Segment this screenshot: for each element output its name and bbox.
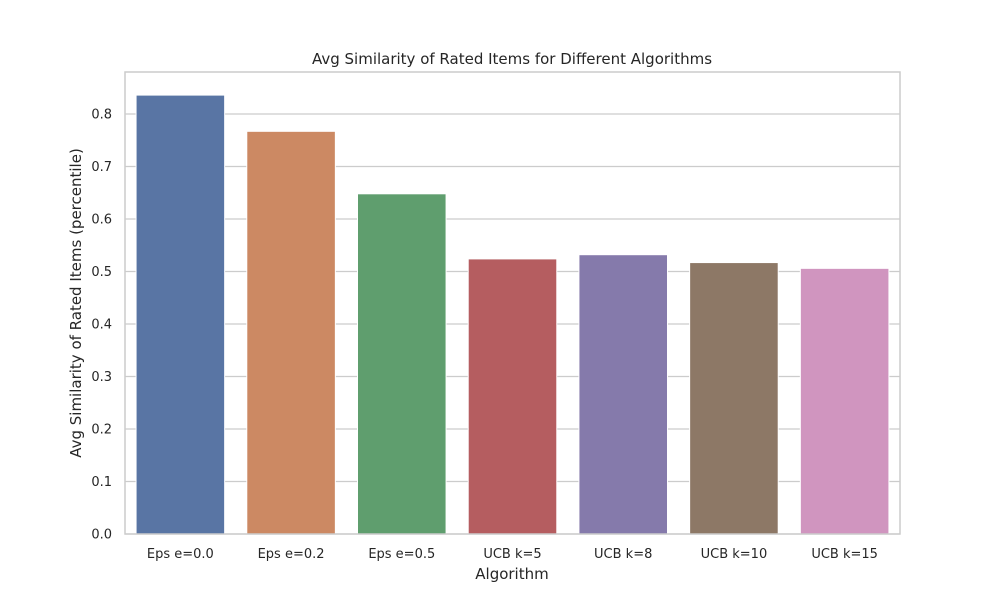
- y-tick-label: 0.8: [91, 108, 112, 123]
- x-tick-label: UCB k=8: [594, 547, 652, 562]
- x-tick-label: Eps e=0.0: [147, 547, 214, 562]
- y-tick-label: 0.2: [91, 423, 112, 438]
- y-tick-label: 0.5: [91, 265, 112, 280]
- y-tick-label: 0.7: [91, 160, 112, 175]
- bar: [799, 267, 890, 535]
- y-tick-label: 0.3: [91, 370, 112, 385]
- y-tick-label: 0.0: [91, 528, 112, 543]
- bar: [135, 94, 226, 535]
- bar: [467, 258, 558, 535]
- plot-frame: [124, 71, 901, 535]
- chart-title: Avg Similarity of Rated Items for Differ…: [312, 50, 712, 68]
- bars-layer: [135, 94, 890, 535]
- y-axis-label: Avg Similarity of Rated Items (percentil…: [67, 148, 85, 458]
- x-tick-labels: Eps e=0.0 Eps e=0.2 Eps e=0.5 UCB k=5 UCB k=…: [147, 547, 878, 562]
- x-tick-label: UCB k=10: [701, 547, 768, 562]
- y-tick-labels: 0.0 0.1 0.2 0.3 0.4 0.5 0.6 0.7 0.8: [91, 108, 112, 543]
- y-tick-label: 0.4: [91, 318, 112, 333]
- x-tick-label: UCB k=15: [811, 547, 878, 562]
- y-tick-label: 0.1: [91, 475, 112, 490]
- bar: [578, 254, 669, 535]
- x-axis-label: Algorithm: [475, 565, 548, 583]
- bar: [357, 193, 447, 535]
- x-tick-label: UCB k=5: [483, 547, 541, 562]
- bar: [689, 262, 779, 535]
- y-tick-label: 0.6: [91, 213, 112, 228]
- bar: [246, 130, 336, 535]
- x-tick-label: Eps e=0.2: [258, 547, 325, 562]
- x-tick-label: Eps e=0.5: [368, 547, 435, 562]
